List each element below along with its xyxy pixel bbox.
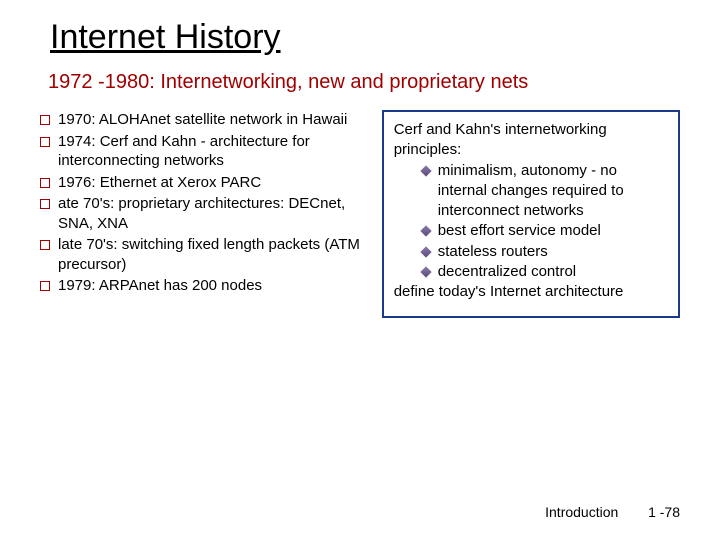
- right-column: Cerf and Kahn's internetworking principl…: [382, 110, 680, 318]
- square-bullet-icon: [40, 199, 50, 209]
- slide-title: Internet History: [50, 18, 680, 57]
- diamond-bullet-icon: [420, 226, 431, 237]
- sub-item-text: decentralized control: [438, 262, 576, 282]
- diamond-bullet-icon: [420, 266, 431, 277]
- square-bullet-icon: [40, 137, 50, 147]
- list-item: 1974: Cerf and Kahn - architecture for i…: [40, 132, 370, 171]
- sub-list-item: stateless routers: [422, 242, 668, 262]
- list-item-text: ate 70's: proprietary architectures: DEC…: [58, 194, 370, 233]
- list-item-text: 1970: ALOHAnet satellite network in Hawa…: [58, 110, 347, 130]
- principles-box: Cerf and Kahn's internetworking principl…: [382, 110, 680, 318]
- sub-item-text: best effort service model: [438, 221, 601, 241]
- sub-item-text: minimalism, autonomy - no internal chang…: [438, 161, 668, 222]
- box-footer-text: define today's Internet architecture: [394, 282, 668, 302]
- diamond-bullet-icon: [420, 246, 431, 257]
- content-columns: 1970: ALOHAnet satellite network in Hawa…: [40, 110, 680, 318]
- list-item-text: 1974: Cerf and Kahn - architecture for i…: [58, 132, 370, 171]
- square-bullet-icon: [40, 178, 50, 188]
- box-heading: Cerf and Kahn's internetworking principl…: [394, 120, 668, 161]
- footer-page: 1 -78: [648, 504, 680, 520]
- list-item: late 70's: switching fixed length packet…: [40, 235, 370, 274]
- list-item: 1976: Ethernet at Xerox PARC: [40, 173, 370, 193]
- slide-footer: Introduction 1 -78: [545, 504, 680, 520]
- sub-list-item: minimalism, autonomy - no internal chang…: [422, 161, 668, 222]
- sub-item-text: stateless routers: [438, 242, 548, 262]
- list-item: 1970: ALOHAnet satellite network in Hawa…: [40, 110, 370, 130]
- sub-list-item: best effort service model: [422, 221, 668, 241]
- diamond-bullet-icon: [420, 165, 431, 176]
- sub-list-item: decentralized control: [422, 262, 668, 282]
- list-item-text: 1976: Ethernet at Xerox PARC: [58, 173, 261, 193]
- slide-subtitle: 1972 -1980: Internetworking, new and pro…: [48, 71, 680, 94]
- footer-label: Introduction: [545, 504, 618, 520]
- list-item: 1979: ARPAnet has 200 nodes: [40, 276, 370, 296]
- list-item: ate 70's: proprietary architectures: DEC…: [40, 194, 370, 233]
- list-item-text: 1979: ARPAnet has 200 nodes: [58, 276, 262, 296]
- square-bullet-icon: [40, 240, 50, 250]
- list-item-text: late 70's: switching fixed length packet…: [58, 235, 370, 274]
- left-column: 1970: ALOHAnet satellite network in Hawa…: [40, 110, 370, 318]
- square-bullet-icon: [40, 281, 50, 291]
- square-bullet-icon: [40, 115, 50, 125]
